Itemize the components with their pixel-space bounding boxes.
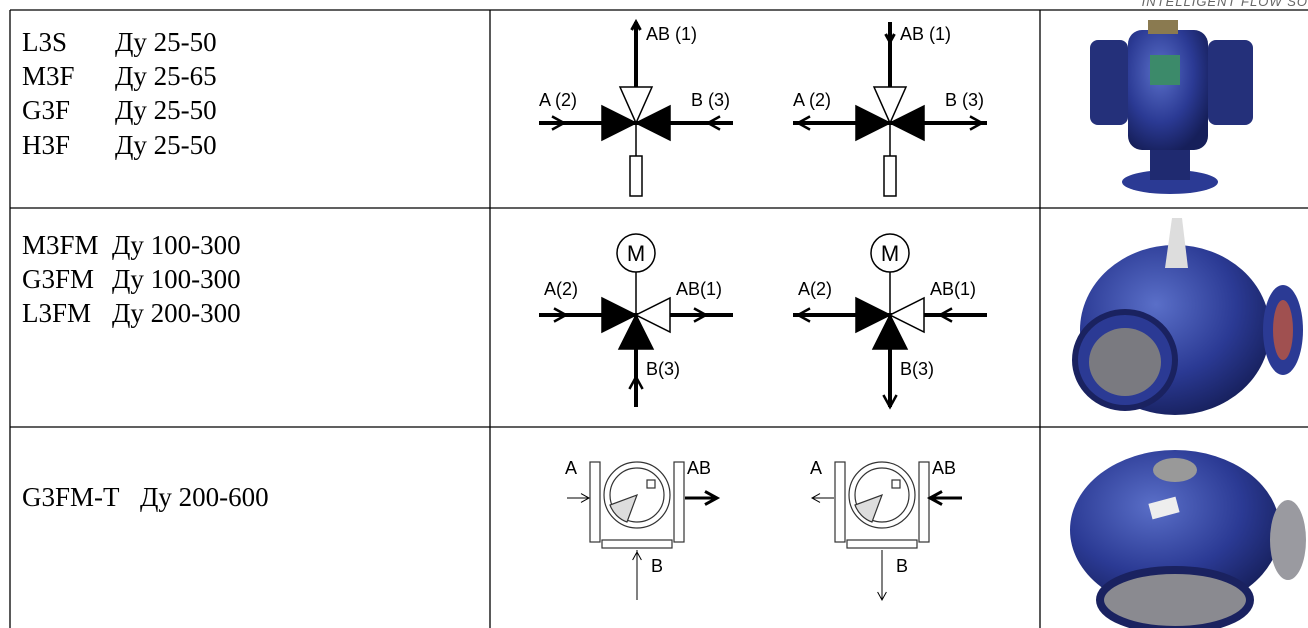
photo-2 [1072, 218, 1303, 415]
triangle [601, 104, 638, 142]
triangle [634, 104, 671, 142]
arrow [884, 33, 896, 46]
diagram-label: B(3) [646, 359, 680, 379]
body-inner [609, 467, 665, 523]
body-inner [854, 467, 910, 523]
actuator [629, 155, 643, 197]
arrow [628, 374, 644, 390]
actuator [883, 155, 897, 197]
body [603, 461, 671, 529]
arrow [810, 493, 821, 503]
diagram-label: A(2) [544, 279, 578, 299]
arrow [877, 591, 887, 602]
arrow [553, 307, 569, 323]
stem [891, 479, 901, 489]
arrow [693, 307, 709, 323]
diagram-label: B [651, 556, 663, 576]
diagram-label: A (2) [793, 90, 831, 110]
model-range: Ду 200-600 [140, 482, 269, 512]
diagram-label: AB [932, 458, 956, 478]
diagram-label: AB (1) [900, 24, 951, 44]
arrow [551, 115, 567, 131]
arrow [795, 115, 811, 131]
triangle [634, 296, 671, 334]
arrow [705, 115, 721, 131]
arrow [704, 490, 721, 506]
diagram-label: AB(1) [676, 279, 722, 299]
arrow [882, 394, 898, 410]
diagram-label: A [565, 458, 577, 478]
flange [918, 461, 930, 543]
triangle [855, 104, 892, 142]
arrow [969, 115, 985, 131]
model-range: Ду 25-50 [115, 95, 217, 125]
arrow [937, 307, 953, 323]
photo-1 [1090, 20, 1253, 194]
valve-drawing [834, 461, 930, 549]
model-range: Ду 100-300 [112, 264, 241, 294]
diagram-label: A (2) [539, 90, 577, 110]
disc [854, 493, 884, 523]
model-range: Ду 200-300 [112, 298, 241, 328]
model-name: L3FM [22, 298, 91, 328]
diagram-label: B (3) [691, 90, 730, 110]
model-name: G3F [22, 95, 70, 125]
triangle [618, 86, 654, 125]
stem [646, 479, 656, 489]
diagram-label: M [627, 241, 645, 266]
triangle [617, 313, 655, 350]
model-name: G3FM-T [22, 482, 120, 512]
arrow [926, 490, 943, 506]
model-range: Ду 25-50 [115, 27, 217, 57]
body [848, 461, 916, 529]
model-range: Ду 25-65 [115, 61, 217, 91]
model-name: G3FM [22, 264, 94, 294]
diagram-label: B (3) [945, 90, 984, 110]
brand: INTELLIGENT FLOW SO [1142, 0, 1308, 9]
diagram-label: AB(1) [930, 279, 976, 299]
photo-3 [1070, 450, 1306, 628]
arrow [632, 550, 642, 561]
arrow [630, 18, 642, 31]
diagram-label: A(2) [798, 279, 832, 299]
model-range: Ду 100-300 [112, 230, 241, 260]
disc [609, 493, 639, 523]
flange [673, 461, 685, 543]
model-name: H3F [22, 130, 70, 160]
diagram-label: AB (1) [646, 24, 697, 44]
diagram-label: AB [687, 458, 711, 478]
triangle [855, 296, 892, 334]
flange [834, 461, 846, 543]
triangle [872, 86, 908, 125]
valve-drawing [589, 461, 685, 549]
model-name: M3F [22, 61, 75, 91]
diagram-label: A [810, 458, 822, 478]
flange [601, 539, 673, 549]
triangle [601, 296, 638, 334]
diagram-label: B [896, 556, 908, 576]
model-range: Ду 25-50 [115, 130, 217, 160]
triangle [888, 296, 925, 334]
diagram-label: B(3) [900, 359, 934, 379]
triangle [871, 313, 909, 350]
model-name: L3S [22, 27, 67, 57]
table-grid [9, 9, 1308, 628]
model-name: M3FM [22, 230, 99, 260]
arrow [580, 493, 591, 503]
flange [846, 539, 918, 549]
arrow [795, 307, 811, 323]
triangle [888, 104, 925, 142]
diagram-label: M [881, 241, 899, 266]
flange [589, 461, 601, 543]
